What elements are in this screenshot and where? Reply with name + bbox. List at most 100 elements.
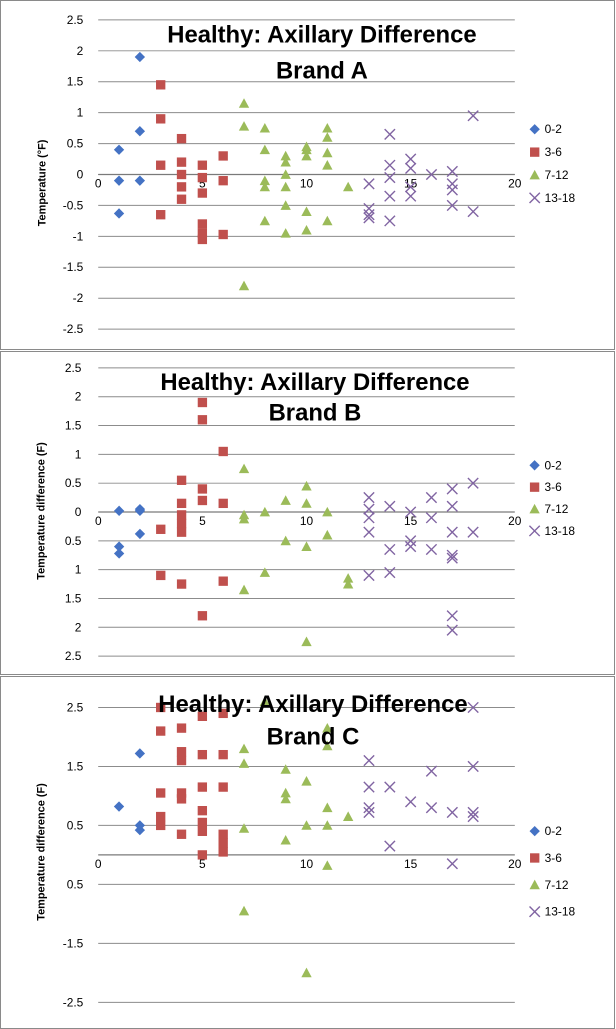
- data-point: [197, 228, 208, 238]
- data-point: [363, 512, 375, 524]
- scatter-chart-brand-a: 2.5 2 1.5 1 0.5 0 -0.5 -1 -1.5 -2 -2.5 0 5 10 15 20 Hea…: [37, 13, 576, 336]
- data-point: [218, 838, 228, 848]
- data-point: [113, 801, 125, 812]
- data-point: [467, 701, 479, 714]
- data-point: [425, 802, 438, 814]
- data-point: [363, 212, 375, 224]
- scatter-chart-brand-b: 2.5 2 1.5 1 0.5 0 0.5 1 1.5 2 2.5 0 5 10 15 20 Healthy:…: [36, 361, 576, 663]
- data-point: [238, 584, 250, 595]
- y-tick-label: 0: [77, 167, 84, 181]
- y-axis-label: Temperature (°F): [37, 139, 49, 226]
- y-tick-label: 2.5: [67, 13, 84, 27]
- legend-item: 3-6: [529, 480, 563, 494]
- legend-marker: [529, 503, 540, 514]
- series-3-6: [156, 397, 228, 621]
- data-point: [197, 234, 208, 245]
- y-tick-label: 0.5: [67, 818, 84, 832]
- data-point: [467, 205, 479, 218]
- data-point: [342, 181, 354, 192]
- data-point: [259, 144, 271, 155]
- data-point: [384, 781, 396, 793]
- y-tick-label: 1: [77, 106, 84, 120]
- legend-label: 3-6: [545, 480, 563, 494]
- data-point: [280, 150, 291, 161]
- y-tick-label: -1.5: [63, 936, 84, 950]
- legend-item: 3-6: [530, 145, 562, 159]
- x-tick-label: 15: [404, 857, 418, 871]
- y-tick-label: 1.5: [67, 75, 84, 89]
- data-point: [134, 824, 146, 836]
- data-point: [259, 181, 271, 192]
- y-tick-label: 2.5: [65, 361, 82, 375]
- data-point: [218, 782, 228, 792]
- legend-label: 13-18: [545, 524, 576, 538]
- data-point: [446, 552, 458, 564]
- legend-label: 13-18: [545, 905, 576, 919]
- data-point: [425, 512, 438, 524]
- data-point: [301, 967, 312, 978]
- data-point: [197, 160, 208, 170]
- data-point: [238, 463, 250, 474]
- y-axis-label: Temperature difference (F): [36, 442, 48, 580]
- data-point: [176, 498, 187, 509]
- data-point: [156, 702, 166, 713]
- data-point: [156, 726, 166, 736]
- data-point: [176, 829, 187, 839]
- data-point: [238, 823, 250, 833]
- y-axis-label: Temperature difference (F): [35, 783, 47, 921]
- data-point: [156, 811, 166, 822]
- series-3-6: [156, 702, 228, 860]
- data-point: [363, 806, 375, 819]
- data-point: [176, 475, 187, 485]
- data-point: [446, 165, 458, 178]
- y-tick-label: 1.5: [65, 591, 82, 605]
- data-point: [301, 498, 312, 508]
- x-tick-label: 5: [199, 514, 206, 528]
- chart-panel-brand-a: 2.5 2 1.5 1 0.5 0 -0.5 -1 -1.5 -2 -2.5 0 5 10 15 20 Hea…: [0, 0, 615, 350]
- data-point: [238, 743, 250, 754]
- data-point: [384, 215, 396, 227]
- data-point: [280, 764, 291, 774]
- data-point: [363, 754, 375, 767]
- data-point: [197, 782, 208, 792]
- data-point: [322, 506, 333, 517]
- chart-title: Healthy: Axillary Difference: [167, 22, 476, 49]
- legend-marker: [529, 169, 540, 180]
- data-point: [176, 788, 187, 798]
- data-point: [404, 506, 417, 518]
- data-point: [280, 169, 291, 179]
- x-tick-label: 0: [95, 176, 102, 190]
- data-point: [384, 159, 396, 171]
- legend-item: 0-2: [529, 824, 562, 838]
- data-point: [176, 182, 187, 192]
- data-point: [113, 175, 125, 186]
- x-tick-label: 20: [508, 176, 522, 190]
- data-point: [446, 610, 458, 622]
- chart-subtitle: Brand C: [267, 724, 360, 751]
- data-point: [384, 840, 396, 852]
- data-point: [384, 500, 396, 512]
- legend-marker: [528, 525, 541, 537]
- legend-marker: [529, 906, 541, 918]
- data-point: [446, 184, 458, 196]
- legend-label: 7-12: [545, 502, 569, 516]
- x-tick-label: 5: [199, 857, 206, 871]
- data-point: [218, 498, 228, 509]
- data-point: [404, 153, 417, 165]
- data-point: [384, 171, 396, 184]
- data-point: [322, 122, 333, 133]
- data-point: [322, 802, 333, 813]
- data-point: [322, 740, 333, 751]
- data-point: [363, 802, 375, 814]
- legend-item: 13-18: [529, 191, 575, 205]
- y-tick-label: -2: [73, 291, 84, 305]
- data-point: [176, 157, 187, 167]
- data-point: [176, 194, 187, 204]
- data-point: [156, 788, 166, 798]
- chart-title: Healthy: Axillary Difference: [158, 691, 467, 718]
- chart-subtitle: Brand B: [269, 400, 362, 427]
- x-tick-label: 20: [508, 857, 522, 871]
- data-point: [156, 524, 166, 534]
- scatter-chart-brand-c: 2.5 1.5 0.5 0.5 -1.5 -2.5 0 5 10 15 20 Healthy: Ax…: [35, 691, 576, 1009]
- y-tick-label: 2: [75, 620, 82, 634]
